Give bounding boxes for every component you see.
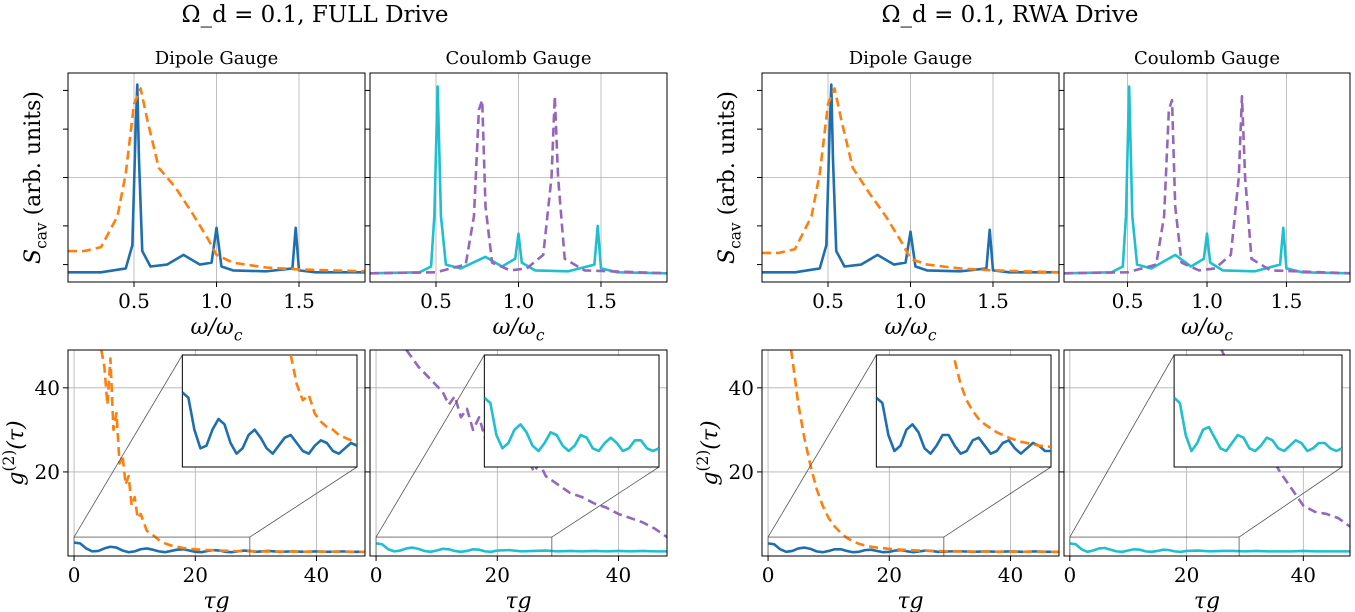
- panel-8-zoom-box: [1069, 536, 1240, 557]
- panel-2-series-0: [370, 85, 667, 275]
- panel-5-ylabel: g(2)(τ): [0, 420, 29, 485]
- panel-1-ylabel: Scav (arb. units): [21, 91, 51, 264]
- panel-6-frame: [369, 349, 668, 557]
- panel-8-xtick-label-2: 40: [1291, 563, 1316, 587]
- panel-3-title: Dipole Gauge: [849, 48, 973, 69]
- panel-4-xtick-label-1: 1.0: [1191, 289, 1223, 313]
- panel-4-series-1: [1064, 94, 1350, 275]
- panel-3-xtick-label-1: 1.0: [895, 289, 927, 313]
- panel-2-series-1: [370, 94, 667, 275]
- panel-6-series-0: [375, 542, 667, 554]
- panel-6-inset-series-0: [484, 396, 659, 453]
- panel-3-series-1: [762, 87, 1059, 274]
- panel-6-xtick-label-0: 0: [370, 563, 383, 587]
- panel-4-series-group: [1064, 85, 1350, 275]
- panel-8-xlabel: τg: [1194, 589, 1220, 612]
- panel-5-inset-series-1: [289, 355, 357, 445]
- panel-5-ytick-label-0: 20: [35, 460, 60, 484]
- panel-5-frame: [67, 349, 366, 557]
- panel-3-xlabel: ω/ωc: [885, 315, 937, 345]
- panel-1-xlabel: ω/ωc: [191, 315, 243, 345]
- panel-7-series-group: [767, 350, 1059, 554]
- panel-2-frame: [369, 72, 668, 283]
- panel-4-series-0: [1064, 85, 1350, 275]
- panel-7-xtick-label-0: 0: [762, 563, 775, 587]
- panel-8-series-0: [1069, 542, 1350, 554]
- panel-7-xtick-label-2: 40: [998, 563, 1023, 587]
- panel-8-zoom-connector-2: [1238, 466, 1343, 538]
- panel-8-xtick-label-0: 0: [1063, 563, 1076, 587]
- panel-6-xlabel: τg: [505, 589, 531, 612]
- panel-8-inset-frame: [1173, 354, 1343, 468]
- figure-title-full: Ω_d = 0.1, FULL Drive: [181, 2, 449, 28]
- panel-6-inset-frame: [483, 354, 660, 468]
- panel-8-xtick-label-1: 20: [1174, 563, 1199, 587]
- panel-8-inset-series-0: [1174, 396, 1342, 453]
- panel-7-inset-frame: [875, 354, 1052, 468]
- panel-5-series-1: [100, 350, 365, 554]
- panel-7-zoom-connector-2: [943, 466, 1052, 538]
- panel-7-inset-series-0: [876, 396, 1051, 455]
- panel-4-frame: [1063, 72, 1351, 283]
- panel-4-xtick-label-0: 0.5: [1112, 289, 1144, 313]
- panel-1-series-group: [68, 83, 365, 274]
- panel-1-xtick-label-0: 0.5: [118, 289, 150, 313]
- panel-4-xtick-label-2: 1.5: [1271, 289, 1303, 313]
- panel-4-xlabel: ω/ωc: [1181, 315, 1233, 345]
- panel-5-series-group: [73, 350, 365, 554]
- panel-5-ytick-label-1: 40: [35, 376, 60, 400]
- panel-6-zoom-connector-1: [375, 354, 485, 538]
- panel-2-xtick-label-0: 0.5: [420, 289, 452, 313]
- panel-7-ytick-label-0: 20: [729, 460, 754, 484]
- panel-7-xtick-label-1: 20: [877, 563, 902, 587]
- panel-2-xtick-label-2: 1.5: [585, 289, 617, 313]
- panel-6-zoom-box: [375, 536, 553, 557]
- panel-8-inset-series-group: [1174, 396, 1342, 453]
- panel-7-series-1: [789, 350, 1059, 554]
- panel-5-zoom-connector-2: [249, 466, 358, 538]
- panel-1-series-0: [68, 83, 365, 274]
- panel-7-ytick-label-1: 40: [729, 376, 754, 400]
- panel-3-xtick-label-2: 1.5: [977, 289, 1009, 313]
- panel-7-zoom-connector-1: [767, 354, 877, 538]
- panel-2-title: Coulomb Gauge: [446, 48, 592, 69]
- panel-6-zoom-connector-2: [551, 466, 660, 538]
- panel-3-series-group: [762, 83, 1059, 274]
- panel-3-xtick-label-0: 0.5: [812, 289, 844, 313]
- panel-7-ylabel: g(2)(τ): [694, 420, 723, 485]
- panel-5-inset-frame: [181, 354, 358, 468]
- panel-5-xtick-label-1: 20: [183, 563, 208, 587]
- panel-3-series-0: [762, 83, 1059, 274]
- panel-2-xtick-label-1: 1.0: [503, 289, 535, 313]
- panel-7-series-0: [767, 542, 1059, 554]
- panel-6-xtick-label-2: 40: [606, 563, 631, 587]
- panel-1-xtick-label-1: 1.0: [201, 289, 233, 313]
- panel-2-series-group: [370, 85, 667, 275]
- panel-5-inset-series-0: [182, 391, 357, 455]
- panel-1-series-1: [68, 87, 365, 273]
- panel-5-series-0: [73, 541, 365, 554]
- panel-7-inset-series-1: [953, 360, 1051, 449]
- panel-7-inset-series-group: [876, 360, 1051, 455]
- panel-5-zoom-connector-1: [73, 354, 183, 538]
- panel-3-ylabel: Scav (arb. units): [715, 91, 745, 264]
- panel-5-xtick-label-2: 40: [304, 563, 329, 587]
- panel-1-xtick-label-2: 1.5: [283, 289, 315, 313]
- panel-6-inset-series-group: [484, 396, 659, 453]
- panel-4-title: Coulomb Gauge: [1134, 48, 1280, 69]
- panel-5-xtick-label-0: 0: [68, 563, 81, 587]
- panel-5-zoom-box: [73, 536, 251, 557]
- figure-title-rwa: Ω_d = 0.1, RWA Drive: [881, 2, 1139, 28]
- panel-5-inset-series-group: [182, 355, 357, 455]
- panel-8-frame: [1063, 349, 1351, 557]
- panel-1-title: Dipole Gauge: [155, 48, 279, 69]
- panel-2-xlabel: ω/ωc: [493, 315, 545, 345]
- panel-5-xlabel: τg: [203, 589, 229, 612]
- panel-7-frame: [761, 349, 1060, 557]
- panel-8-zoom-connector-1: [1069, 354, 1175, 538]
- panel-7-xlabel: τg: [897, 589, 923, 612]
- panel-6-xtick-label-1: 20: [485, 563, 510, 587]
